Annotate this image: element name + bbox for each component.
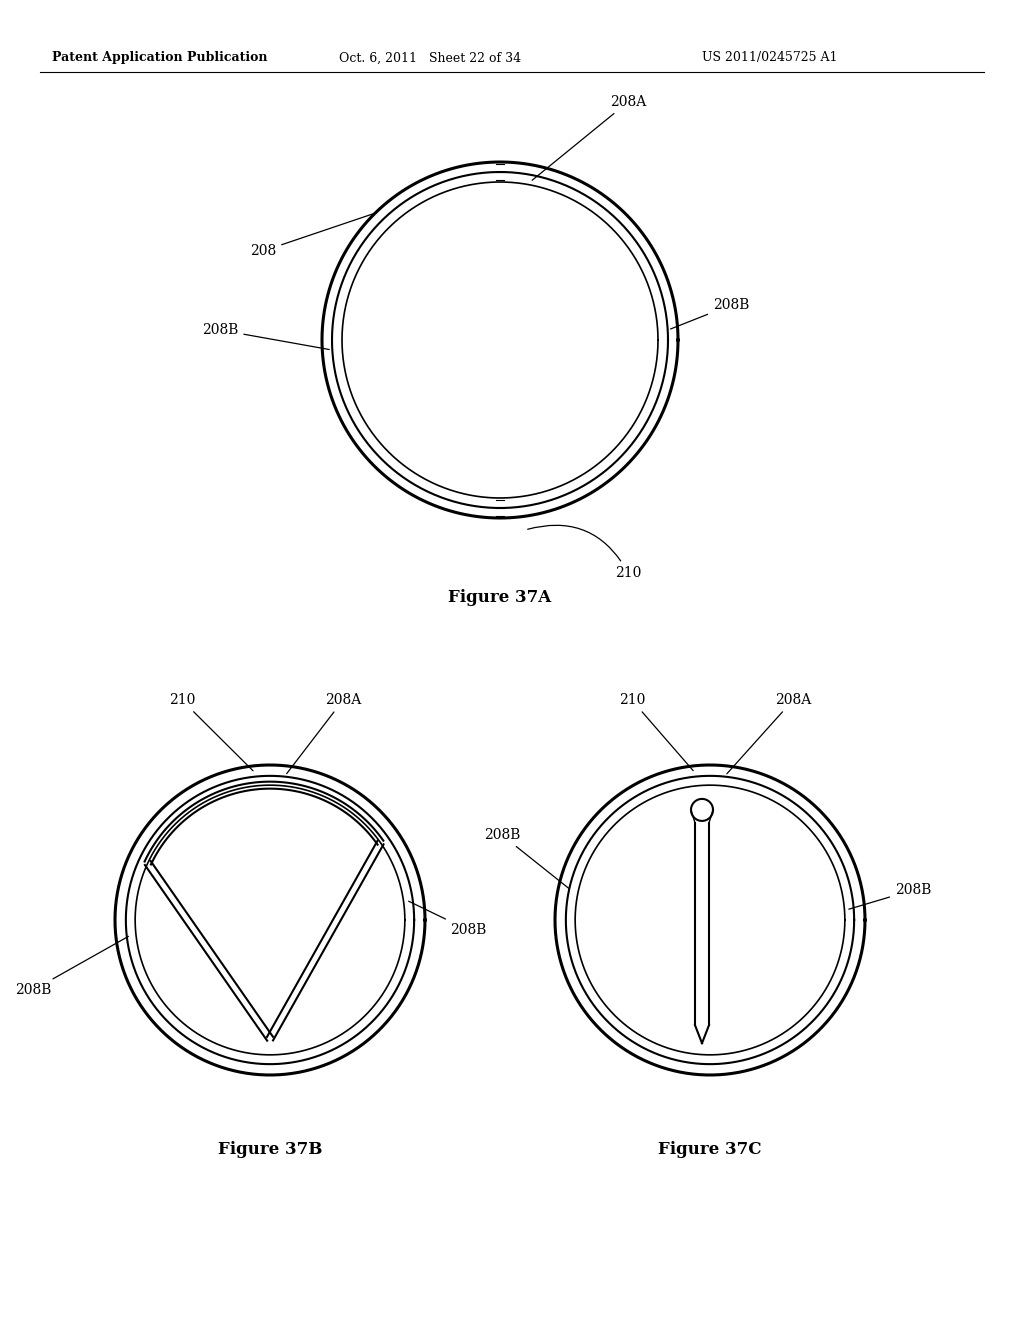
Text: 208A: 208A <box>287 693 361 774</box>
Text: 208A: 208A <box>532 95 646 181</box>
Text: 210: 210 <box>527 525 641 579</box>
Text: 210: 210 <box>618 693 693 771</box>
Polygon shape <box>691 799 713 821</box>
Text: US 2011/0245725 A1: US 2011/0245725 A1 <box>702 51 838 65</box>
Text: 208B: 208B <box>409 902 486 937</box>
Text: 208A: 208A <box>727 693 811 774</box>
Text: 208B: 208B <box>671 298 750 329</box>
Text: 208B: 208B <box>849 883 932 909</box>
Text: 208B: 208B <box>202 323 330 350</box>
Text: Figure 37A: Figure 37A <box>449 590 552 606</box>
Text: Oct. 6, 2011   Sheet 22 of 34: Oct. 6, 2011 Sheet 22 of 34 <box>339 51 521 65</box>
Text: 208: 208 <box>250 213 377 257</box>
Text: 208B: 208B <box>483 828 568 888</box>
Text: 208B: 208B <box>15 936 128 997</box>
Text: 210: 210 <box>169 693 253 771</box>
Text: Figure 37C: Figure 37C <box>658 1142 762 1159</box>
Text: Figure 37B: Figure 37B <box>218 1142 323 1159</box>
Text: Patent Application Publication: Patent Application Publication <box>52 51 267 65</box>
